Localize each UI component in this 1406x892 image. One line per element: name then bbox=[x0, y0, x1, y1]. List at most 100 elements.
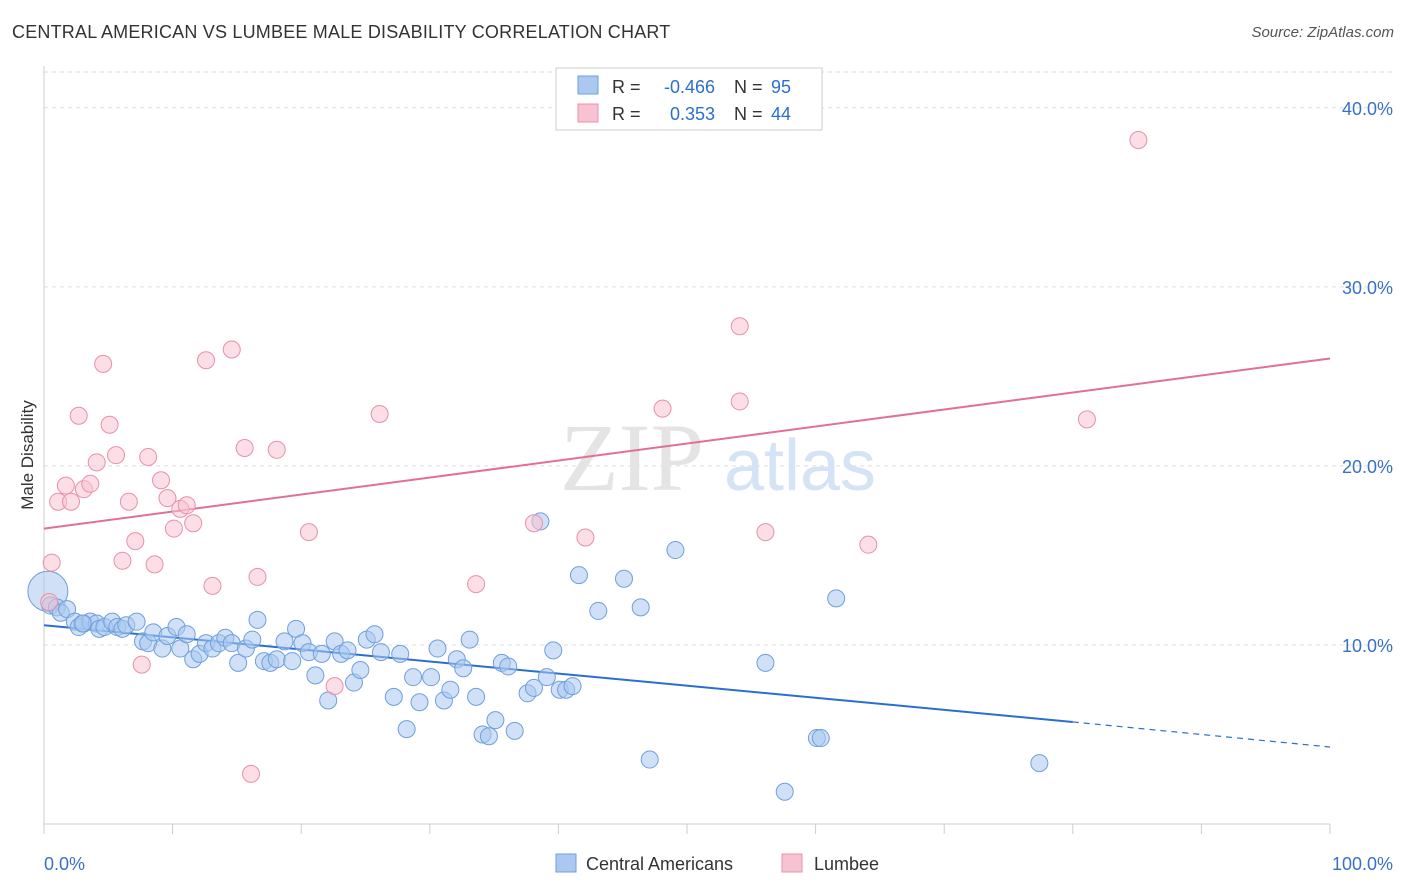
central-americans-point bbox=[537, 668, 556, 687]
lumbee-point bbox=[100, 415, 119, 434]
central-americans-point bbox=[248, 610, 267, 629]
lumbee-points bbox=[40, 131, 1148, 783]
central-americans-point bbox=[267, 650, 286, 669]
lumbee-point bbox=[184, 514, 203, 533]
central-americans-point bbox=[243, 630, 262, 649]
central-americans-point bbox=[422, 668, 441, 687]
central-americans-point bbox=[312, 644, 331, 663]
central-americans-point bbox=[589, 601, 608, 620]
legend-r-label-1: R = bbox=[612, 77, 641, 97]
y-tick-label-2: 30.0% bbox=[1342, 278, 1393, 298]
lumbee-point bbox=[524, 514, 543, 533]
lumbee-point bbox=[119, 492, 138, 511]
lumbee-point bbox=[107, 446, 126, 465]
legend-swatch-blue bbox=[577, 75, 599, 95]
lumbee-point bbox=[299, 523, 318, 542]
central-americans-point bbox=[479, 727, 498, 746]
central-americans-point bbox=[827, 589, 846, 608]
central-americans-point bbox=[391, 644, 410, 663]
central-americans-point bbox=[384, 687, 403, 706]
x-tick-label-min: 0.0% bbox=[44, 854, 85, 874]
axes bbox=[43, 66, 1331, 834]
lumbee-point bbox=[177, 496, 196, 515]
lumbee-point bbox=[152, 471, 171, 490]
y-tick-label-3: 40.0% bbox=[1342, 99, 1393, 119]
lumbee-point bbox=[1077, 410, 1096, 429]
central-americans-point bbox=[365, 625, 384, 644]
legend-n-value-1: 95 bbox=[771, 77, 791, 97]
lumbee-point bbox=[222, 340, 241, 359]
central-americans-trend-extension bbox=[1072, 721, 1331, 748]
lumbee-point bbox=[576, 528, 595, 547]
central-americans-point bbox=[631, 598, 650, 617]
lumbee-trend-line bbox=[43, 357, 1331, 530]
x-tick-labels: 0.0% 100.0% bbox=[44, 854, 1393, 874]
central-americans-point bbox=[666, 541, 685, 560]
central-americans-point bbox=[811, 729, 830, 748]
chart-title: CENTRAL AMERICAN VS LUMBEE MALE DISABILI… bbox=[12, 22, 671, 42]
watermark: ZIP atlas bbox=[560, 404, 876, 511]
lumbee-point bbox=[87, 453, 106, 472]
legend-swatch-pink bbox=[577, 103, 599, 123]
central-americans-point bbox=[351, 661, 370, 680]
lumbee-point bbox=[325, 677, 344, 696]
central-americans-point bbox=[524, 678, 543, 697]
lumbee-point bbox=[730, 392, 749, 411]
central-americans-point bbox=[467, 687, 486, 706]
central-americans-point bbox=[229, 653, 248, 672]
bottom-legend-swatch-blue bbox=[555, 853, 577, 873]
legend-r-value-1: -0.466 bbox=[664, 77, 715, 97]
central-americans-point bbox=[544, 641, 563, 660]
bottom-legend-swatch-pink bbox=[781, 853, 803, 873]
central-americans-points bbox=[27, 512, 1049, 801]
lumbee-point bbox=[139, 447, 158, 466]
central-americans-point bbox=[428, 639, 447, 658]
central-americans-point bbox=[441, 680, 460, 699]
legend-box bbox=[555, 67, 823, 131]
lumbee-point bbox=[1129, 131, 1148, 150]
x-tick-label-max: 100.0% bbox=[1332, 854, 1393, 874]
legend: R = -0.466 N = 95 R = 0.353 N = 44 bbox=[555, 67, 823, 131]
central-americans-point bbox=[499, 657, 518, 676]
central-americans-point bbox=[404, 668, 423, 687]
bottom-legend-label-pink: Lumbee bbox=[814, 854, 879, 874]
lumbee-point bbox=[94, 354, 113, 373]
lumbee-point bbox=[132, 655, 151, 674]
lumbee-point bbox=[145, 555, 164, 574]
legend-r-label-2: R = bbox=[612, 104, 641, 124]
lumbee-point bbox=[653, 399, 672, 418]
central-americans-point bbox=[1030, 754, 1049, 773]
central-americans-point bbox=[775, 782, 794, 801]
y-tick-label-0: 10.0% bbox=[1342, 636, 1393, 656]
central-americans-point bbox=[505, 721, 524, 740]
legend-r-value-2: 0.353 bbox=[670, 104, 715, 124]
y-tick-labels: 10.0% 20.0% 30.0% 40.0% bbox=[1342, 99, 1393, 656]
lumbee-point bbox=[859, 535, 878, 554]
central-americans-point bbox=[640, 750, 659, 769]
central-americans-point bbox=[397, 720, 416, 739]
central-americans-point bbox=[73, 614, 92, 633]
central-americans-point bbox=[563, 677, 582, 696]
legend-n-value-2: 44 bbox=[771, 104, 791, 124]
central-americans-point bbox=[338, 641, 357, 660]
lumbee-point bbox=[126, 532, 145, 551]
lumbee-point bbox=[158, 489, 177, 508]
lumbee-point bbox=[248, 567, 267, 586]
lumbee-point bbox=[467, 575, 486, 594]
central-americans-point bbox=[177, 625, 196, 644]
central-americans-point bbox=[756, 653, 775, 672]
lumbee-point bbox=[197, 351, 216, 370]
central-americans-point bbox=[410, 693, 429, 712]
lumbee-point bbox=[40, 592, 59, 611]
central-americans-point bbox=[454, 659, 473, 678]
central-americans-point bbox=[614, 569, 633, 588]
watermark-atlas: atlas bbox=[724, 426, 876, 506]
lumbee-point bbox=[62, 492, 81, 511]
source-label: Source: ZipAtlas.com bbox=[1251, 24, 1394, 41]
legend-n-label-2: N = bbox=[734, 104, 763, 124]
central-americans-point bbox=[486, 711, 505, 730]
bottom-legend: Central Americans Lumbee bbox=[555, 853, 879, 874]
lumbee-point bbox=[56, 476, 75, 495]
lumbee-point bbox=[164, 519, 183, 538]
